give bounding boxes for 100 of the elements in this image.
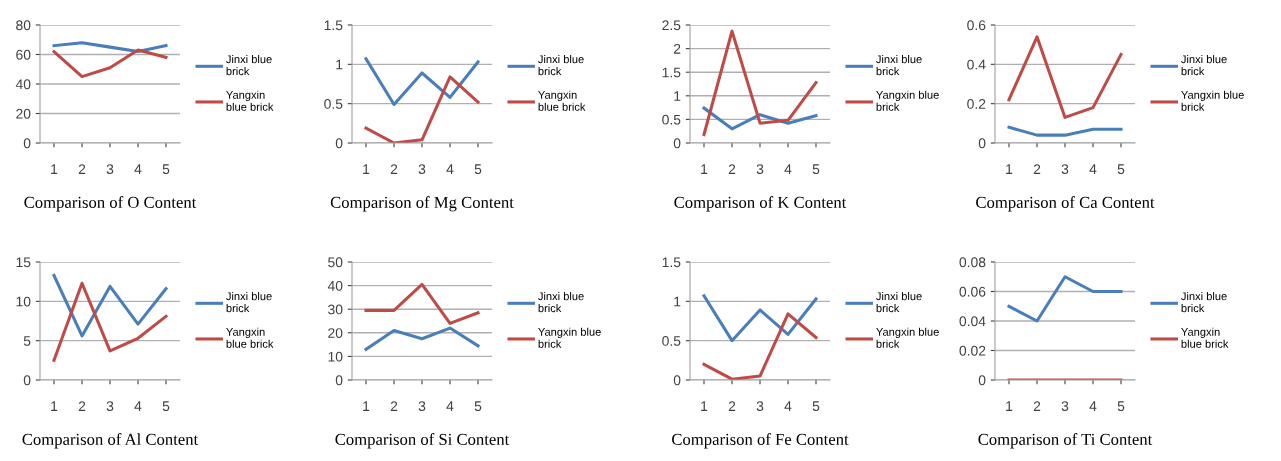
- x-tick-label: 4: [1089, 401, 1097, 411]
- x-tick-label: 3: [418, 401, 426, 412]
- y-tick-label: 40: [15, 79, 31, 90]
- y-tick-label: 0.5: [324, 99, 343, 109]
- legend-label: Jinxi blue brick: [1181, 55, 1227, 76]
- y-tick-label: 0.08: [959, 257, 986, 268]
- x-tick-label: 2: [728, 401, 736, 411]
- x-tick-label: 5: [812, 401, 820, 412]
- y-tick-label: 0: [335, 138, 343, 149]
- y-tick-label: 0: [978, 375, 986, 386]
- x-tick-label: 2: [728, 164, 736, 174]
- y-tick-label: 80: [16, 20, 31, 31]
- legend-label: Jinxi blue brick: [538, 55, 584, 76]
- y-tick-label: 2: [673, 43, 681, 54]
- line-series: [364, 57, 480, 106]
- legend-label: Jinxi blue brick: [226, 55, 272, 76]
- x-tick-label: 5: [812, 164, 820, 175]
- line-series: [702, 312, 818, 380]
- legend-label: Yangxin blue brick: [538, 327, 601, 348]
- legend-label: Yangxin blue brick: [538, 90, 586, 111]
- y-tick-label: 0.06: [959, 286, 986, 297]
- legend-label: Yangxin blue brick: [1181, 327, 1229, 348]
- x-tick-label: 2: [78, 401, 86, 411]
- x-tick-label: 3: [756, 401, 764, 412]
- line-series: [364, 75, 480, 143]
- legend-label: Yangxin blue brick: [226, 90, 274, 111]
- x-tick-label: 2: [1033, 164, 1041, 174]
- y-tick-label: 10: [328, 351, 343, 362]
- text: Comparison of Si Content: [335, 433, 510, 449]
- legend-label: Jinxi blue brick: [1181, 292, 1227, 313]
- x-tick-label: 2: [390, 164, 398, 174]
- text: Comparison of Ti Content: [978, 433, 1153, 449]
- legend-label: Jinxi blue brick: [538, 292, 584, 313]
- y-tick-label: 40: [327, 280, 343, 291]
- x-tick-label: 5: [1117, 164, 1125, 175]
- legend-label: Yangxin blue brick: [1181, 90, 1244, 111]
- y-tick-label: 0.2: [967, 99, 986, 109]
- y-tick-label: 0.6: [967, 20, 986, 31]
- y-tick-label: 1.5: [662, 67, 681, 78]
- y-tick-label: 20: [16, 108, 31, 119]
- x-tick-label: 4: [134, 164, 142, 174]
- text: Comparison of Fe Content: [672, 433, 849, 449]
- y-tick-label: 0.4: [967, 59, 986, 70]
- text: Comparison of Ca Content: [976, 196, 1155, 212]
- x-tick-label: 4: [446, 401, 454, 411]
- legend-label: Jinxi blue brick: [226, 292, 272, 313]
- line-series: [52, 281, 168, 362]
- text: Comparison of Al Content: [22, 433, 199, 449]
- legend-label: Jinxi blue brick: [876, 55, 922, 76]
- line-series: [52, 41, 168, 54]
- x-tick-label: 1: [1006, 164, 1013, 174]
- text: Comparison of K Content: [674, 196, 847, 212]
- x-tick-label: 1: [363, 401, 370, 411]
- x-tick-label: 4: [134, 401, 142, 411]
- legend-label: Yangxin blue brick: [226, 327, 274, 348]
- y-tick-label: 15: [16, 257, 31, 268]
- x-tick-label: 1: [51, 164, 58, 174]
- y-tick-label: 50: [328, 257, 343, 268]
- y-tick-label: 2.5: [662, 20, 681, 31]
- y-tick-label: 0.5: [662, 336, 681, 346]
- line-series: [1007, 35, 1123, 119]
- y-tick-label: 1: [674, 296, 681, 307]
- x-tick-label: 3: [418, 164, 426, 175]
- legend-label: Yangxin blue brick: [876, 327, 939, 348]
- y-tick-label: 20: [328, 328, 343, 338]
- x-tick-label: 2: [78, 164, 86, 174]
- text: Comparison of Mg Content: [330, 196, 514, 212]
- x-tick-label: 4: [784, 401, 792, 411]
- y-tick-label: 10: [16, 296, 31, 307]
- y-tick-label: 0: [978, 138, 986, 149]
- x-tick-label: 5: [474, 164, 482, 175]
- x-tick-label: 1: [51, 401, 58, 411]
- line-series: [1007, 275, 1123, 323]
- y-tick-label: 30: [328, 304, 343, 315]
- y-tick-label: 0: [335, 375, 343, 386]
- line-series: [364, 326, 480, 351]
- text: Comparison of O Content: [24, 196, 197, 212]
- x-tick-label: 2: [1033, 401, 1041, 411]
- y-tick-label: 1.5: [662, 257, 681, 268]
- x-tick-label: 5: [162, 164, 170, 175]
- y-tick-label: 0.5: [662, 114, 681, 125]
- line-series: [52, 48, 168, 79]
- legend-label: Jinxi blue brick: [876, 292, 922, 313]
- y-tick-label: 0: [23, 138, 31, 149]
- y-tick-label: 0.04: [959, 316, 986, 327]
- y-tick-label: 1: [674, 91, 681, 101]
- line-series: [52, 273, 168, 338]
- x-tick-label: 4: [446, 164, 454, 174]
- x-tick-label: 1: [701, 164, 708, 174]
- y-tick-label: 0: [673, 375, 681, 386]
- x-tick-label: 2: [390, 401, 398, 411]
- x-tick-label: 1: [1006, 401, 1013, 411]
- line-series: [702, 29, 818, 137]
- x-tick-label: 5: [162, 401, 170, 412]
- line-series: [702, 294, 818, 343]
- line-series: [364, 282, 480, 325]
- legend-label: Yangxin blue brick: [876, 90, 939, 111]
- x-tick-label: 3: [1061, 401, 1069, 412]
- y-tick-label: 1.5: [324, 20, 343, 31]
- y-tick-label: 0: [23, 375, 31, 386]
